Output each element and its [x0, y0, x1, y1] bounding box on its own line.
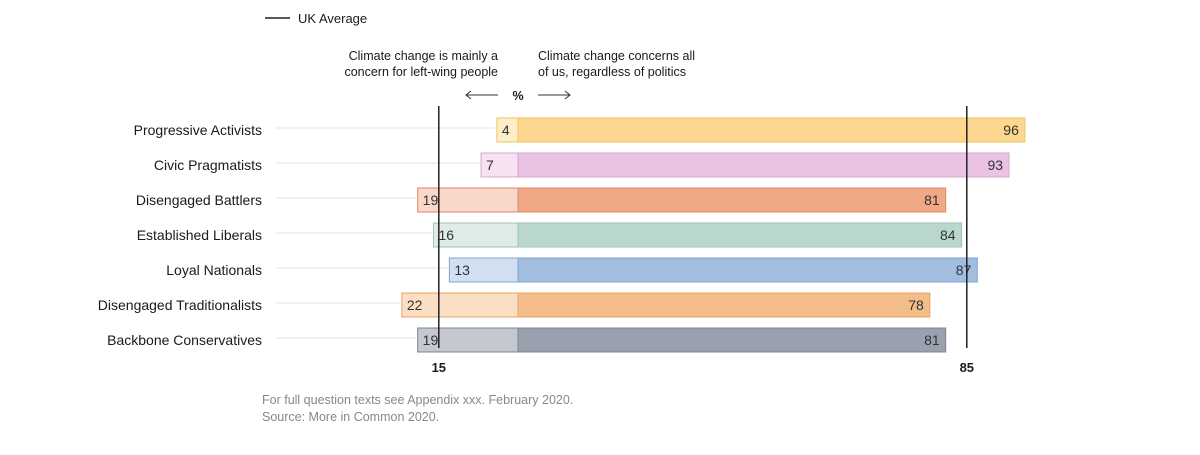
left-arrow-icon: [465, 90, 498, 100]
bar-left: [401, 292, 519, 318]
category-label: Established Liberals: [137, 227, 262, 243]
uk-average-label: 15: [432, 360, 446, 375]
value-label-right: 81: [924, 192, 940, 208]
bar-right: [517, 222, 963, 248]
value-label-right: 81: [924, 332, 940, 348]
bar-left: [417, 187, 519, 213]
footnote-1: For full question texts see Appendix xxx…: [262, 393, 573, 407]
bar-row: Disengaged Battlers 19 81: [136, 187, 947, 213]
bar-right: [517, 292, 931, 318]
value-label-left: 4: [502, 122, 510, 138]
value-label-left: 19: [423, 192, 439, 208]
category-label: Disengaged Traditionalists: [98, 297, 262, 313]
bar-left: [448, 257, 519, 283]
footnote-2: Source: More in Common 2020.: [262, 410, 439, 424]
left-header-line-2: concern for left-wing people: [344, 65, 498, 79]
right-header-line-2: of us, regardless of politics: [538, 65, 686, 79]
bar-row: Loyal Nationals 13 87: [166, 257, 978, 283]
value-label-left: 7: [486, 157, 494, 173]
category-label: Loyal Nationals: [166, 262, 262, 278]
category-label: Backbone Conservatives: [107, 332, 262, 348]
category-label: Disengaged Battlers: [136, 192, 262, 208]
uk-average-label: 85: [960, 360, 974, 375]
bar-left: [417, 327, 519, 353]
left-header-line-1: Climate change is mainly a: [349, 49, 498, 63]
bar-row: Established Liberals 16 84: [137, 222, 963, 248]
bar-right: [517, 257, 978, 283]
bar-rows: Progressive Activists 4 96 Civic Pragmatist…: [98, 117, 1026, 353]
bar-right: [517, 327, 947, 353]
value-label-right: 84: [940, 227, 956, 243]
bar-row: Disengaged Traditionalists 22 78: [98, 292, 931, 318]
bar-left: [480, 152, 519, 178]
bar-right: [517, 117, 1026, 143]
bar-row: Progressive Activists 4 96: [134, 117, 1026, 143]
bar-row: Backbone Conservatives 19 81: [107, 327, 947, 353]
value-label-left: 22: [407, 297, 423, 313]
value-label-left: 16: [439, 227, 455, 243]
reference-lines: 15 85: [432, 106, 974, 375]
right-arrow-icon: [538, 90, 571, 100]
bar-left: [433, 222, 519, 248]
value-label-right: 96: [1003, 122, 1019, 138]
right-header-line-1: Climate change concerns all: [538, 49, 695, 63]
category-label: Progressive Activists: [134, 122, 262, 138]
bar-row: Civic Pragmatists 7 93: [154, 152, 1010, 178]
legend-label: UK Average: [298, 11, 367, 26]
category-label: Civic Pragmatists: [154, 157, 262, 173]
value-label-right: 93: [987, 157, 1003, 173]
bar-right: [517, 152, 1010, 178]
unit-label: %: [512, 89, 523, 103]
value-label-right: 78: [908, 297, 924, 313]
value-label-left: 13: [454, 262, 470, 278]
value-label-left: 19: [423, 332, 439, 348]
value-label-right: 87: [956, 262, 972, 278]
bar-right: [517, 187, 947, 213]
